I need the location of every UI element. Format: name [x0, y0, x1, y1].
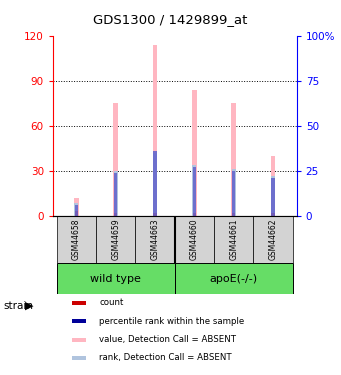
Bar — [114, 103, 118, 216]
Bar — [74, 198, 79, 216]
Bar — [57, 216, 96, 263]
Bar — [153, 151, 157, 216]
Bar — [153, 153, 157, 216]
Bar — [72, 301, 86, 305]
Text: value, Detection Call = ABSENT: value, Detection Call = ABSENT — [99, 335, 236, 344]
Text: GSM44663: GSM44663 — [151, 219, 160, 260]
Bar — [192, 90, 197, 216]
Bar — [271, 176, 275, 216]
Text: GSM44660: GSM44660 — [190, 219, 199, 260]
Bar — [175, 216, 214, 263]
Bar — [75, 205, 78, 216]
Bar — [192, 165, 196, 216]
Text: apoE(-/-): apoE(-/-) — [210, 274, 258, 284]
Bar — [96, 216, 135, 263]
Bar — [153, 45, 158, 216]
Bar — [232, 103, 236, 216]
Bar — [114, 213, 117, 216]
Text: GSM44661: GSM44661 — [229, 219, 238, 260]
Text: GSM44662: GSM44662 — [269, 219, 278, 260]
Text: wild type: wild type — [90, 274, 141, 284]
Bar — [135, 216, 175, 263]
Text: count: count — [99, 298, 123, 307]
Bar — [214, 216, 253, 263]
Bar — [57, 263, 175, 294]
Bar — [193, 167, 196, 216]
Text: percentile rank within the sample: percentile rank within the sample — [99, 317, 244, 326]
Text: strain: strain — [3, 301, 33, 310]
Bar — [232, 169, 236, 216]
Bar — [232, 213, 235, 216]
Bar — [75, 211, 78, 216]
Bar — [114, 172, 117, 216]
Text: GDS1300 / 1429899_at: GDS1300 / 1429899_at — [93, 13, 248, 26]
Text: ▶: ▶ — [25, 301, 33, 310]
Bar — [72, 319, 86, 323]
Bar — [271, 156, 276, 216]
Bar — [271, 213, 275, 216]
Bar — [114, 171, 118, 216]
Bar — [175, 263, 293, 294]
Bar — [72, 356, 86, 360]
Bar — [153, 213, 157, 216]
Bar — [271, 178, 275, 216]
Text: GSM44658: GSM44658 — [72, 219, 81, 260]
Bar — [232, 171, 235, 216]
Text: GSM44659: GSM44659 — [111, 219, 120, 260]
Bar — [253, 216, 293, 263]
Bar — [74, 203, 78, 216]
Text: rank, Detection Call = ABSENT: rank, Detection Call = ABSENT — [99, 354, 232, 363]
Bar — [72, 338, 86, 342]
Bar — [193, 213, 196, 216]
